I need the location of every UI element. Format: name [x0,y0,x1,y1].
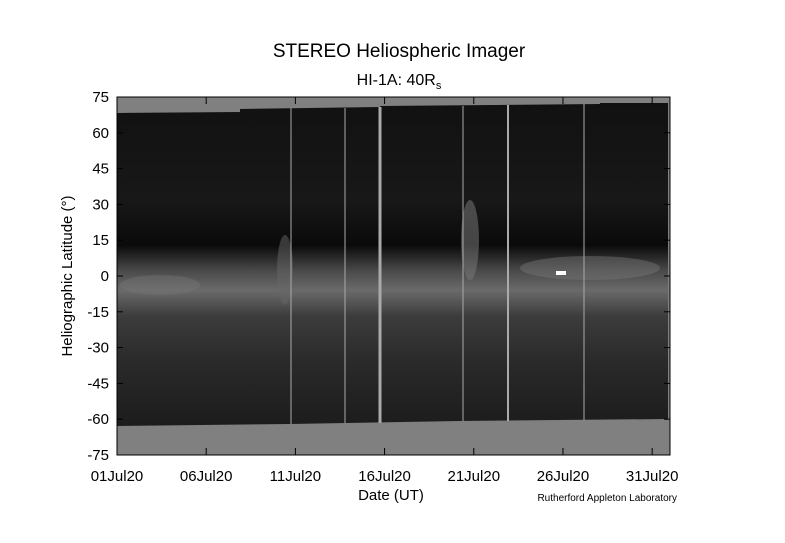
y-tick-label: -75 [87,447,109,464]
credit-annotation: Rutherford Appleton Laboratory [537,493,677,504]
y-tick-label: -60 [87,411,109,428]
x-axis-label: Date (UT) [358,487,424,504]
image-body [117,103,668,426]
bright-feature [520,256,660,280]
x-tick-label: 26Jul20 [537,468,590,485]
y-tick-label: 60 [92,125,109,142]
bright-feature [461,200,479,280]
subtitle-subscript: s [436,80,442,92]
x-tick-label: 06Jul20 [180,468,233,485]
y-tick-label: 30 [92,196,109,213]
x-tick-label: 11Jul20 [270,468,321,485]
y-tick-label: -45 [87,375,109,392]
y-tick-label: -15 [87,304,109,321]
y-tick-label: 75 [92,89,109,106]
y-tick-label: -30 [87,340,109,357]
x-tick-label: 31Jul20 [626,468,679,485]
bright-feature [277,235,293,305]
x-tick-label: 01Jul20 [91,468,144,485]
y-tick-label: 45 [92,161,109,178]
bright-spot [556,271,566,275]
y-tick-label: 0 [101,268,109,285]
bright-feature [120,275,200,295]
subtitle-text: HI-1A: 40R [357,72,436,89]
x-tick-label: 16Jul20 [358,468,411,485]
x-tick-label: 21Jul20 [448,468,501,485]
seams [290,104,585,424]
chart-subtitle: HI-1A: 40Rs [357,72,442,92]
chart-title: STEREO Heliospheric Imager [273,41,526,62]
image [117,97,670,455]
y-axis-label: Heliographic Latitude (°) [59,195,76,356]
y-tick-label: 15 [92,232,109,249]
